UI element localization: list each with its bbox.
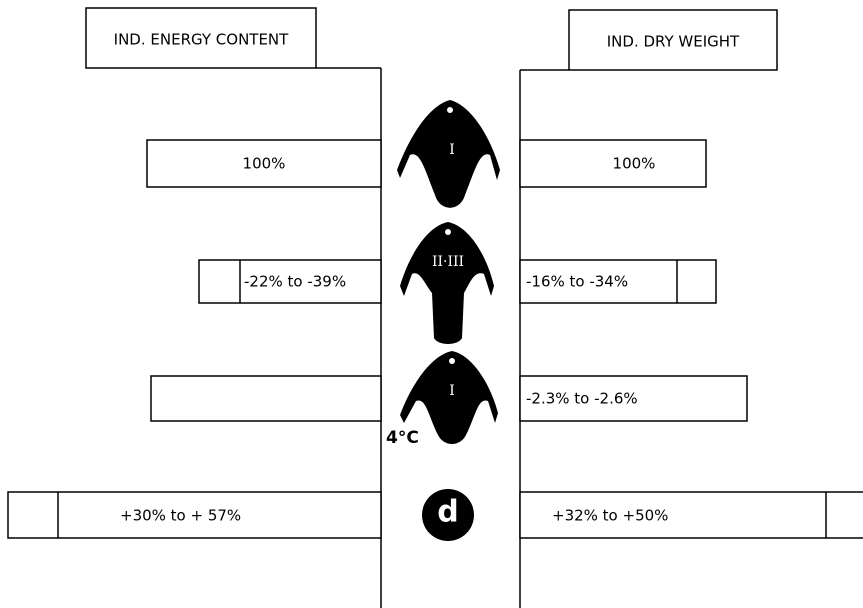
diagram: IND. ENERGY CONTENT IND. DRY WEIGHT 100%…: [0, 0, 863, 608]
temperature-label: 4°C: [386, 428, 419, 448]
stage-label: II·III: [432, 254, 464, 270]
stage-label: I: [449, 142, 455, 158]
left-label: 100%: [243, 155, 286, 173]
copepod: II·III: [400, 222, 494, 344]
copepod: I: [397, 100, 500, 208]
header-right: IND. DRY WEIGHT: [607, 33, 740, 51]
left-label: -22% to -39%: [244, 273, 346, 291]
bar: [151, 376, 381, 421]
stage-label: I: [449, 383, 455, 399]
right-label: -2.3% to -2.6%: [526, 390, 638, 408]
left-label: +30% to + 57%: [120, 507, 241, 525]
right-label: 100%: [613, 155, 656, 173]
right-label: +32% to +50%: [552, 507, 668, 525]
right-label: -16% to -34%: [526, 273, 628, 291]
symbol: d: [437, 495, 458, 530]
header-left: IND. ENERGY CONTENT: [114, 31, 289, 49]
